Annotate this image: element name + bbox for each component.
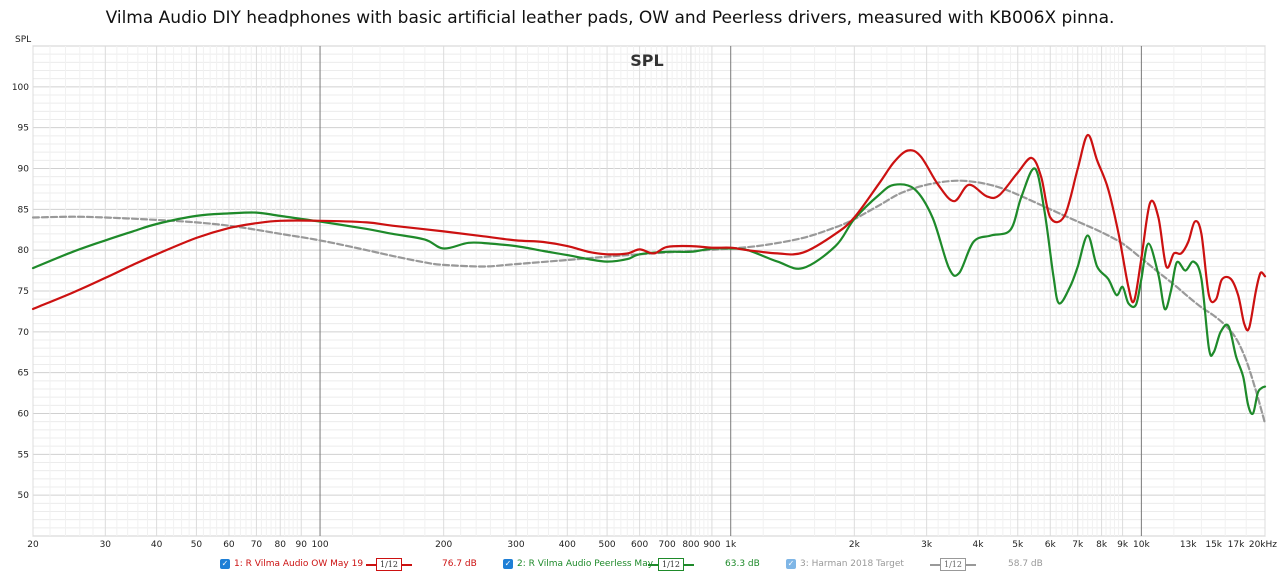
x-tick-label: 30 xyxy=(100,540,112,550)
series-line-2 xyxy=(31,167,1267,416)
legend-item-series-1[interactable]: ✓ 1: R Vilma Audio OW May 19 xyxy=(220,557,363,571)
x-tick-label: 1k xyxy=(725,540,737,550)
smoothing-indicator-series-2[interactable]: 1/12 xyxy=(648,558,694,571)
legend-checkbox-series-1[interactable]: ✓ xyxy=(220,559,230,569)
x-tick-label: 4k xyxy=(972,540,984,550)
x-tick-label: 8k xyxy=(1096,540,1108,550)
chart-grid xyxy=(32,45,1266,537)
x-tick-label: 40 xyxy=(151,540,163,550)
y-tick-label: 75 xyxy=(18,287,29,297)
x-tick-label: 3k xyxy=(921,540,933,550)
x-tick-label: 400 xyxy=(559,540,576,550)
y-tick-label: 85 xyxy=(18,205,29,215)
smoothing-label-series-3: 1/12 xyxy=(940,558,966,571)
x-tick-label: 2k xyxy=(849,540,861,550)
x-tick-label: 700 xyxy=(659,540,676,550)
smoothing-indicator-series-3[interactable]: 1/12 xyxy=(930,558,976,571)
y-tick-label: 65 xyxy=(18,369,29,379)
level-readout-series-3: 58.7 dB xyxy=(1008,559,1043,569)
x-tick-label: 6k xyxy=(1045,540,1057,550)
page-title: Vilma Audio DIY headphones with basic ar… xyxy=(105,8,1115,28)
x-tick-label: 90 xyxy=(296,540,308,550)
legend-item-series-2[interactable]: ✓ 2: R Vilma Audio Peerless May xyxy=(503,557,653,571)
legend-item-series-3[interactable]: ✓ 3: Harman 2018 Target xyxy=(786,557,904,571)
x-tick-label: 20kHz xyxy=(1249,540,1277,550)
y-tick-label: 100 xyxy=(12,83,29,93)
x-tick-label: 900 xyxy=(703,540,720,550)
x-tick-label: 9k xyxy=(1117,540,1129,550)
x-tick-label: 20 xyxy=(27,540,39,550)
x-tick-label: 800 xyxy=(682,540,699,550)
legend-checkbox-series-2[interactable]: ✓ xyxy=(503,559,513,569)
x-tick-label: 500 xyxy=(598,540,615,550)
x-tick-label: 10k xyxy=(1133,540,1150,550)
x-tick-label: 50 xyxy=(191,540,203,550)
plot-title: SPL xyxy=(630,51,663,70)
y-tick-label: 95 xyxy=(18,124,29,134)
y-axis-unit-label: SPL xyxy=(15,35,32,45)
legend-label-series-2: 2: R Vilma Audio Peerless May xyxy=(517,559,654,569)
x-tick-label: 7k xyxy=(1072,540,1084,550)
smoothing-label-series-2: 1/12 xyxy=(658,558,684,571)
x-tick-label: 5k xyxy=(1012,540,1024,550)
level-readout-series-1: 76.7 dB xyxy=(442,559,477,569)
series-line-1 xyxy=(31,133,1267,332)
y-tick-label: 70 xyxy=(18,328,30,338)
x-tick-label: 70 xyxy=(251,540,263,550)
y-tick-label: 80 xyxy=(18,246,30,256)
x-tick-label: 17k xyxy=(1228,540,1245,550)
x-tick-label: 60 xyxy=(223,540,235,550)
x-tick-label: 300 xyxy=(507,540,524,550)
legend-label-series-1: 1: R Vilma Audio OW May 19 xyxy=(234,559,364,569)
y-tick-labels: 50 55 60 65 70 75 80 85 90 95 100 xyxy=(12,83,29,501)
x-tick-label: 15k xyxy=(1205,540,1222,550)
legend-label-series-3: 3: Harman 2018 Target xyxy=(800,559,904,569)
x-tick-label: 100 xyxy=(311,540,328,550)
y-tick-label: 50 xyxy=(18,491,30,501)
x-tick-label: 200 xyxy=(435,540,452,550)
y-tick-label: 55 xyxy=(18,450,29,460)
x-tick-label: 80 xyxy=(275,540,287,550)
legend-checkbox-series-3[interactable]: ✓ xyxy=(786,559,796,569)
y-tick-label: 60 xyxy=(18,410,30,420)
series-group xyxy=(31,133,1267,425)
level-readout-series-2: 63.3 dB xyxy=(725,559,760,569)
x-tick-label: 600 xyxy=(631,540,648,550)
x-tick-labels: 20 30 40 50 60 70 80 90 100 200 300 400 500 600 700 800… xyxy=(27,540,1277,550)
smoothing-indicator-series-1[interactable]: 1/12 xyxy=(366,558,412,571)
series-line-3 xyxy=(31,179,1267,425)
y-tick-label: 90 xyxy=(18,165,30,175)
x-tick-label: 13k xyxy=(1180,540,1197,550)
smoothing-label-series-1: 1/12 xyxy=(376,558,402,571)
